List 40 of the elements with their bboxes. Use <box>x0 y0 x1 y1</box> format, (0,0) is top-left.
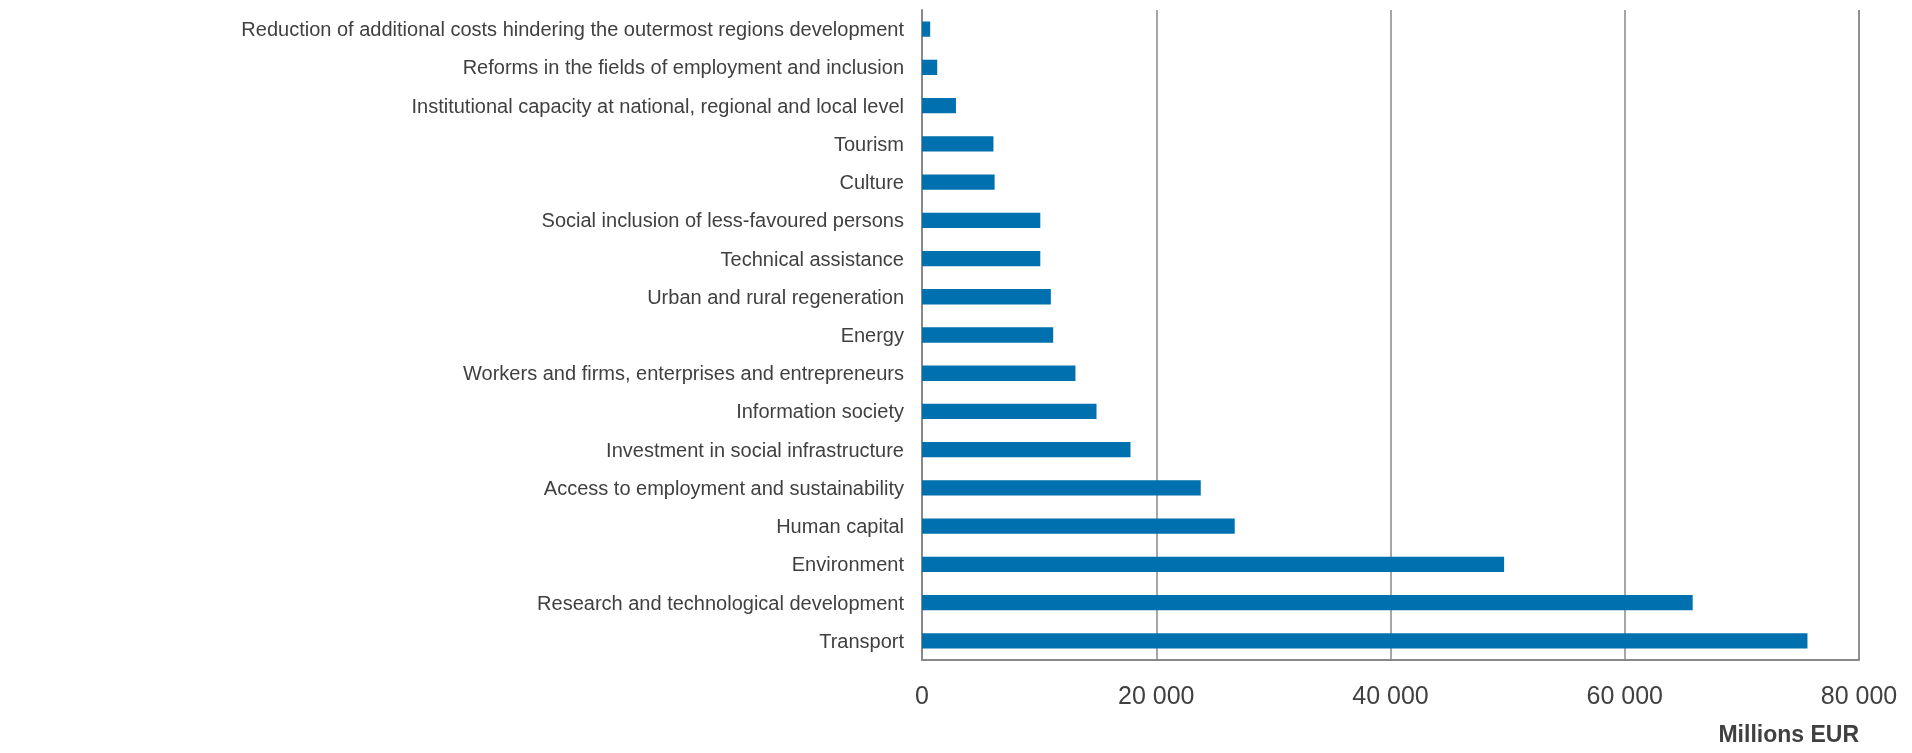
x-axis-title: Millions EUR <box>1718 720 1860 747</box>
bar <box>922 250 1041 267</box>
bar <box>922 633 1808 649</box>
y-tick-label: Reduction of additional costs hindering the outermost regions development <box>241 18 905 41</box>
bar <box>922 21 931 37</box>
y-tick-label: Urban and rural regeneration <box>647 285 904 308</box>
y-tick-label: Institutional capacity at national, regional and local level <box>411 94 904 117</box>
bar <box>922 136 994 152</box>
bar <box>922 595 1693 611</box>
y-tick-label: Investment in social infrastructure <box>606 438 904 461</box>
bar <box>922 365 1076 381</box>
bar <box>922 480 1201 496</box>
y-tick-label: Information society <box>736 400 904 423</box>
y-tick-label: Reforms in the fields of employment and inclusion <box>462 56 904 79</box>
y-tick-label: Culture <box>839 171 904 194</box>
x-tick-label: 0 <box>915 680 929 709</box>
bar <box>922 212 1041 228</box>
bar <box>922 59 938 75</box>
y-tick-label: Technical assistance <box>720 247 904 270</box>
x-tick-label: 20 000 <box>1118 680 1195 709</box>
x-tick-label: 60 000 <box>1586 680 1663 709</box>
y-tick-label: Energy <box>840 324 904 346</box>
y-tick-label: Social inclusion of less-favoured persons <box>541 209 904 232</box>
x-tick-label: 40 000 <box>1352 680 1429 709</box>
y-tick-label: Access to employment and sustainability <box>543 476 904 499</box>
x-tick-label: 80 000 <box>1820 680 1898 709</box>
bar <box>922 327 1054 343</box>
bar <box>922 556 1505 573</box>
bar <box>922 403 1097 420</box>
bar <box>922 442 1131 458</box>
bar <box>922 174 995 190</box>
bar <box>922 289 1051 305</box>
bar <box>922 97 956 114</box>
y-tick-label: Research and technological development <box>537 591 905 614</box>
y-tick-label: Environment <box>791 553 905 576</box>
y-tick-label: Workers and firms, enterprises and entrepreneurs <box>463 362 904 385</box>
bar <box>922 518 1235 534</box>
y-tick-label: Transport <box>819 629 905 652</box>
y-tick-label: Tourism <box>833 132 904 155</box>
y-tick-label: Human capital <box>776 515 904 538</box>
